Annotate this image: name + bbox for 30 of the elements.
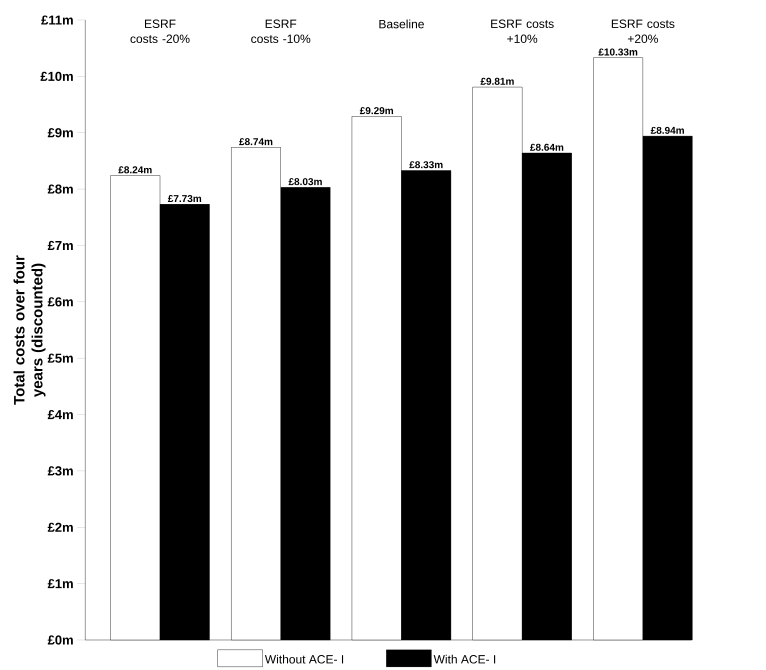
y-tick-label: £1m xyxy=(48,579,73,588)
y-tick-label: £2m xyxy=(48,522,73,532)
data-label: £8.33m xyxy=(409,161,443,168)
y-tick-label: £5m xyxy=(48,354,73,363)
data-label: £10.33m xyxy=(598,48,638,56)
y-tick-label: £11m xyxy=(41,15,73,25)
y-tick-label: £8m xyxy=(48,184,73,194)
data-label: £8.03m xyxy=(288,178,322,186)
x-tick-label: ESRF costs +10% xyxy=(491,20,554,44)
x-tick-label: Baseline xyxy=(379,20,424,28)
x-tick-label: ESRF costs -20% xyxy=(130,20,190,44)
x-tick-label: ESRF costs -10% xyxy=(251,20,310,44)
data-label: £7.73m xyxy=(168,195,202,202)
y-tick-label: £10m xyxy=(40,72,73,81)
y-tick-label: £9m xyxy=(48,128,73,138)
data-label: £9.81m xyxy=(480,78,514,85)
data-label: £9.29m xyxy=(360,107,394,114)
data-label: £8.24m xyxy=(118,166,152,174)
legend-label: Without ACE- I xyxy=(264,654,344,664)
y-tick-label: £4m xyxy=(48,410,73,420)
x-tick-label: ESRF costs +20% xyxy=(612,20,674,44)
y-axis-title: Total costs over four years (discounted) xyxy=(14,255,46,405)
legend-label: With ACE- I xyxy=(434,654,496,664)
y-tick-label: £3m xyxy=(48,466,73,476)
data-label: £8.94m xyxy=(650,126,684,134)
y-tick-label: £6m xyxy=(48,297,73,306)
data-label: £8.64m xyxy=(530,144,564,151)
y-tick-label: £0m xyxy=(48,635,73,645)
data-label: £8.74m xyxy=(239,138,272,146)
y-tick-label: £7m xyxy=(48,240,73,250)
